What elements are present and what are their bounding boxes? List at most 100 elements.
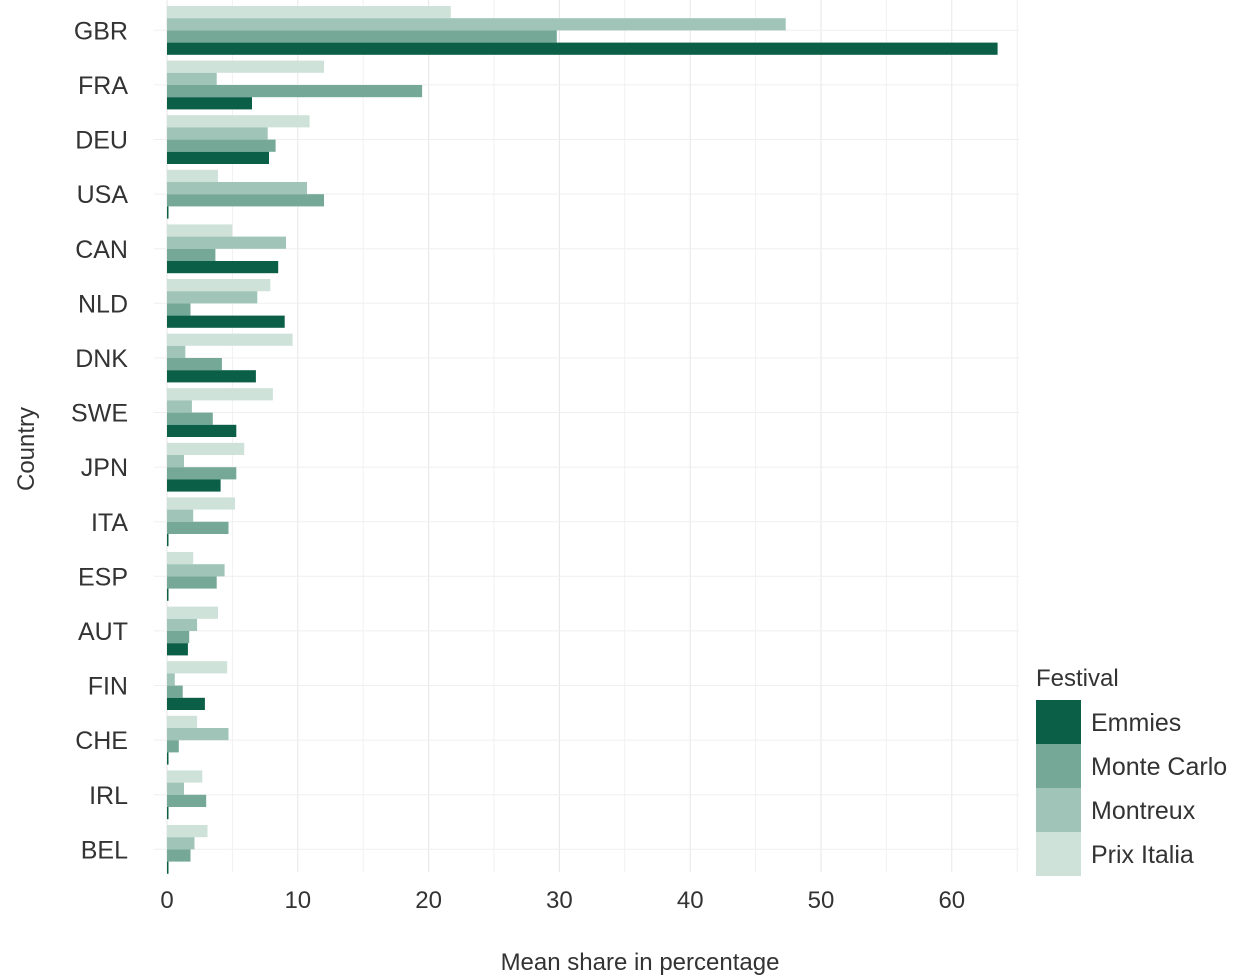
bar-nld-monte-carlo	[167, 303, 191, 316]
bar-esp-montreux	[167, 564, 225, 577]
y-tick-label: DNK	[75, 345, 128, 373]
legend-label: Montreux	[1091, 797, 1196, 825]
bar-swe-emmies	[167, 424, 237, 437]
bar-usa-monte-carlo	[167, 194, 324, 207]
bar-aut-montreux	[167, 618, 198, 631]
grid	[154, 0, 1019, 872]
y-tick-label: FRA	[78, 72, 128, 100]
bar-che-prix-italia	[167, 715, 198, 728]
y-tick-label: AUT	[78, 618, 128, 646]
bar-esp-monte-carlo	[167, 576, 217, 589]
bars	[167, 6, 998, 874]
y-tick-label: FIN	[88, 673, 128, 701]
bar-swe-prix-italia	[167, 388, 273, 401]
bar-can-emmies	[167, 261, 279, 274]
bar-deu-montreux	[167, 127, 268, 140]
bar-nld-emmies	[167, 315, 285, 328]
bar-deu-monte-carlo	[167, 139, 276, 152]
bar-irl-montreux	[167, 782, 184, 795]
y-tick-label: GBR	[74, 17, 128, 45]
bar-fin-monte-carlo	[167, 685, 183, 698]
bar-nld-prix-italia	[167, 279, 271, 292]
x-tick-labels: 0 10 20 30 40 50 60	[160, 887, 965, 914]
y-tick-label: CHE	[75, 727, 128, 755]
bar-ita-prix-italia	[167, 497, 235, 510]
bar-usa-prix-italia	[167, 169, 218, 182]
bar-dnk-emmies	[167, 370, 256, 383]
legend-label: Monte Carlo	[1091, 753, 1227, 781]
bar-gbr-emmies	[167, 42, 998, 55]
bar-che-montreux	[167, 728, 229, 741]
x-tick-label: 0	[160, 887, 173, 914]
y-tick-label: DEU	[75, 127, 128, 155]
legend-swatch	[1036, 744, 1081, 788]
bar-bel-monte-carlo	[167, 849, 191, 862]
legend-label: Prix Italia	[1091, 841, 1194, 869]
bar-irl-prix-italia	[167, 770, 203, 783]
legend-swatch	[1036, 788, 1081, 832]
bar-can-montreux	[167, 236, 286, 249]
bar-can-monte-carlo	[167, 248, 216, 261]
x-tick-label: 20	[415, 887, 442, 914]
y-tick-label: SWE	[71, 400, 128, 428]
bar-jpn-emmies	[167, 479, 221, 492]
x-tick-label: 30	[546, 887, 573, 914]
x-tick-label: 10	[284, 887, 311, 914]
bar-irl-monte-carlo	[167, 794, 207, 807]
y-tick-label: JPN	[81, 454, 128, 482]
bar-aut-emmies	[167, 643, 188, 656]
bar-usa-montreux	[167, 182, 307, 195]
legend-label: Emmies	[1091, 709, 1181, 737]
bar-dnk-montreux	[167, 345, 186, 358]
bar-fin-prix-italia	[167, 661, 228, 674]
bar-fra-montreux	[167, 72, 217, 85]
bar-dnk-monte-carlo	[167, 358, 222, 371]
bar-gbr-montreux	[167, 18, 786, 31]
plot-background	[154, 0, 1019, 872]
bar-swe-monte-carlo	[167, 412, 213, 425]
bar-jpn-monte-carlo	[167, 467, 237, 480]
bar-bel-prix-italia	[167, 825, 208, 838]
bar-fin-emmies	[167, 697, 205, 710]
y-tick-label: USA	[77, 181, 129, 209]
x-tick-label: 50	[808, 887, 835, 914]
legend-swatch	[1036, 832, 1081, 876]
bar-che-monte-carlo	[167, 740, 179, 753]
legend-title: Festival	[1036, 665, 1119, 692]
y-axis-label: Country	[13, 407, 40, 491]
y-tick-label: ITA	[91, 509, 128, 537]
bar-fra-prix-italia	[167, 60, 324, 73]
bar-jpn-montreux	[167, 455, 184, 468]
bar-deu-emmies	[167, 151, 269, 164]
bar-usa-emmies	[167, 206, 169, 219]
x-tick-label: 60	[938, 887, 965, 914]
bar-fra-monte-carlo	[167, 85, 423, 98]
y-tick-label: ESP	[78, 563, 128, 591]
y-tick-label: CAN	[75, 236, 128, 264]
bar-aut-prix-italia	[167, 606, 218, 619]
bar-fin-montreux	[167, 673, 175, 686]
bar-ita-monte-carlo	[167, 521, 229, 534]
bar-bel-montreux	[167, 837, 195, 850]
bar-fra-emmies	[167, 97, 252, 110]
bar-bel-emmies	[167, 861, 169, 874]
bar-dnk-prix-italia	[167, 333, 293, 346]
bar-can-prix-italia	[167, 224, 233, 237]
bar-gbr-monte-carlo	[167, 30, 557, 43]
bar-nld-montreux	[167, 291, 258, 304]
legend: Festival Emmies Monte Carlo Montreux Prix I…	[1036, 665, 1227, 876]
bar-jpn-prix-italia	[167, 442, 245, 455]
bar-aut-monte-carlo	[167, 631, 190, 644]
y-tick-label: BEL	[81, 836, 128, 864]
x-tick-label: 40	[677, 887, 704, 914]
y-tick-label: NLD	[78, 290, 128, 318]
bar-swe-montreux	[167, 400, 192, 413]
bar-che-emmies	[167, 752, 169, 765]
bar-ita-emmies	[167, 534, 169, 547]
bar-esp-prix-italia	[167, 552, 194, 565]
y-tick-label: IRL	[89, 782, 128, 810]
bar-esp-emmies	[167, 588, 169, 601]
bar-irl-emmies	[167, 807, 169, 820]
